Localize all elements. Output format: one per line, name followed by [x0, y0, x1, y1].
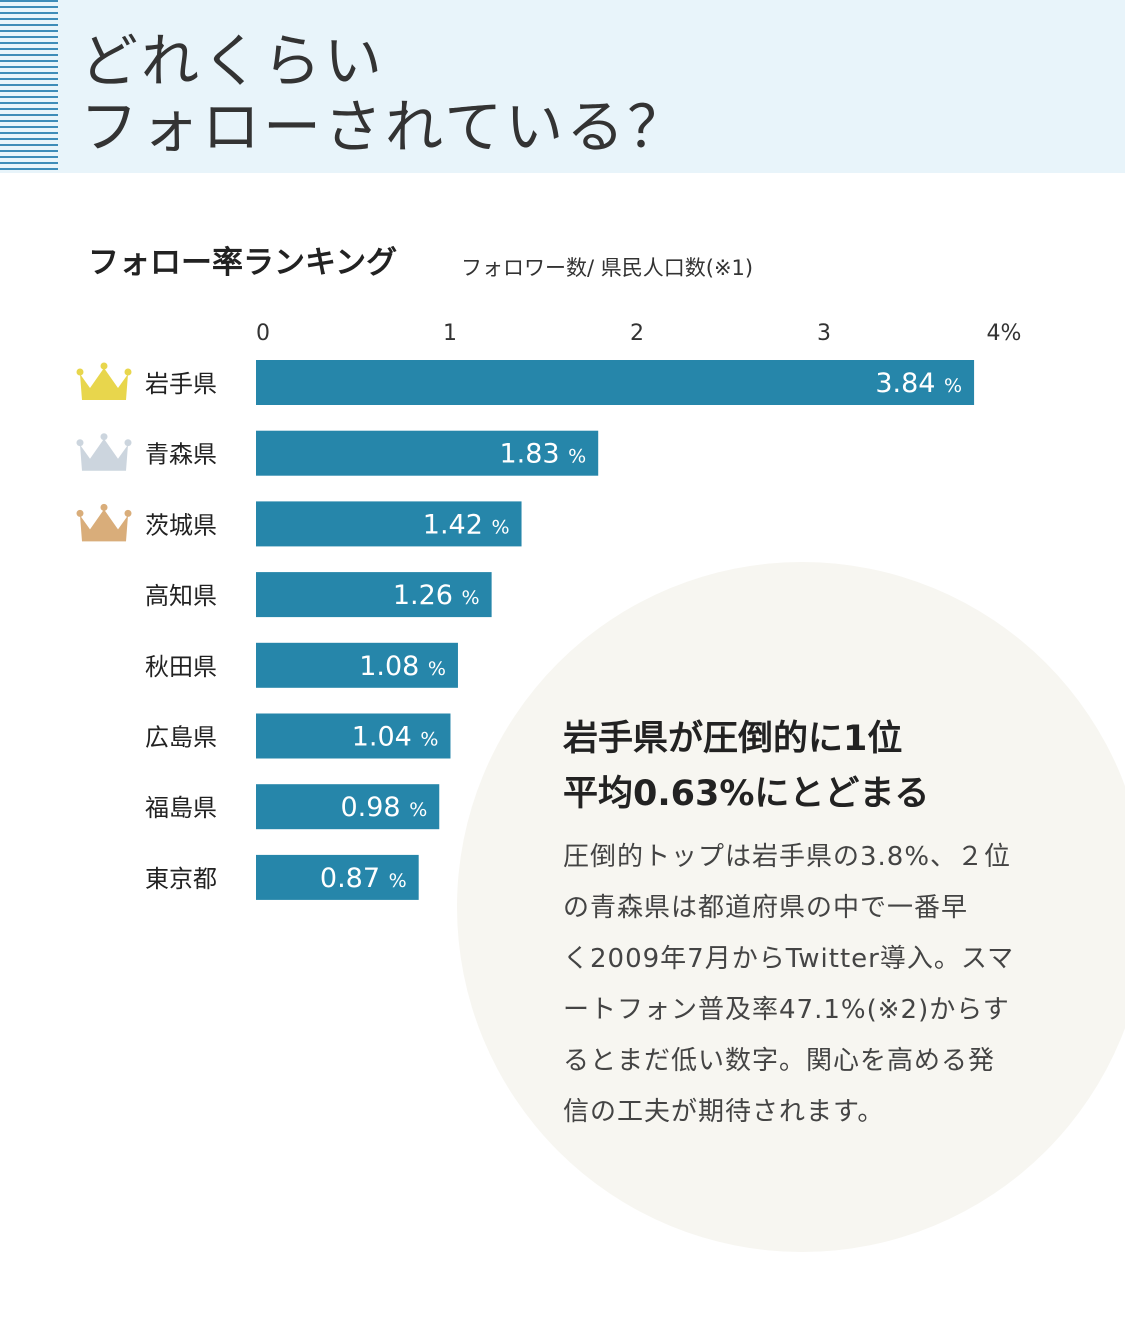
bar [256, 430, 599, 476]
bar [256, 854, 419, 900]
chart-subtitle: フォロワー数/ 県民人口数(※1) [461, 256, 754, 280]
bar [256, 713, 451, 759]
header-banner: どれくらい フォローされている？ [0, 0, 1125, 173]
data-label: 3.84 % [875, 368, 962, 399]
chart-title: フォロー率ランキング [88, 245, 398, 281]
category-label: 広島県 [145, 724, 217, 752]
data-label: 0.98 % [340, 792, 427, 823]
category-label: 秋田県 [145, 653, 217, 681]
bar [256, 572, 492, 618]
data-label: 1.42 % [423, 509, 510, 540]
gold-crown-icon [76, 362, 132, 400]
x-tick-label: 2 [630, 321, 644, 346]
category-label: 茨城県 [145, 511, 217, 539]
bronze-crown-icon [76, 503, 132, 542]
callout-body-line: く2009年7月からTwitter導入。スマ [563, 944, 1015, 974]
silver-crown-icon [76, 433, 132, 471]
callout-title: 岩手県が圧倒的に1位 平均0.63%にとどまる [563, 712, 929, 822]
category-label: 福島県 [145, 794, 217, 822]
callout-body-line: の青森県は都道府県の中で一番早 [563, 893, 969, 923]
bar [256, 642, 458, 688]
callout-background-circle [457, 562, 1125, 1252]
bar [256, 360, 975, 405]
category-label: 岩手県 [145, 370, 217, 398]
bar [256, 501, 522, 547]
stripe-decoration [0, 0, 58, 173]
page-title-line-1: どれくらい [80, 27, 386, 95]
category-label: 青森県 [145, 441, 217, 469]
x-tick-label: 4% [987, 321, 1022, 346]
callout-body-line: 圧倒的トップは岩手県の3.8%、２位 [563, 842, 1012, 872]
page-title-line-2: フォローされている？ [80, 93, 689, 161]
callout-body-line: ートフォン普及率47.1%(※2)からす [563, 995, 1010, 1025]
data-label: 1.83 % [499, 439, 586, 470]
callout-body: 圧倒的トップは岩手県の3.8%、２位 の青森県は都道府県の中で一番早 く2009… [563, 832, 1063, 1138]
callout-body-line: るとまだ低い数字。関心を高める発 [563, 1046, 996, 1076]
callout-title-line-2: 平均0.63%にとどまる [563, 774, 930, 814]
callout-body-line: 信の工夫が期待されます。 [563, 1097, 885, 1127]
x-tick-label: 1 [443, 321, 457, 346]
x-tick-label: 3 [817, 321, 831, 346]
data-label: 1.26 % [393, 580, 480, 611]
bar [256, 784, 440, 830]
x-tick-label: 0 [256, 321, 270, 346]
data-label: 0.87 % [320, 863, 407, 894]
callout-title-line-1: 岩手県が圧倒的に1位 [563, 719, 903, 759]
data-label: 1.08 % [359, 651, 446, 682]
category-label: 高知県 [145, 582, 217, 610]
category-label: 東京都 [145, 865, 217, 893]
data-label: 1.04 % [352, 722, 439, 753]
